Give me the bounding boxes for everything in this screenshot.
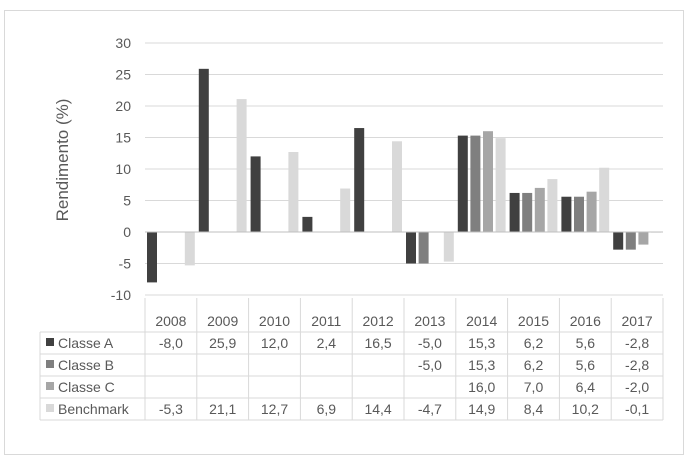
legend-swatch [46, 338, 54, 346]
table-cell-value: 21,1 [209, 401, 236, 417]
bar [418, 232, 429, 264]
data-table: 2008 2009 2010 2011 2012 2013 2014 2015 2016 2017… [39, 298, 664, 421]
table-cell-value: 16,0 [468, 379, 495, 395]
y-tick-label: -10 [111, 287, 131, 303]
table-year-label: 2008 [155, 313, 186, 329]
bar [288, 151, 299, 232]
table-cell-value: 5,6 [576, 357, 596, 373]
bar [561, 196, 572, 232]
table-cell-value: -2,8 [625, 357, 649, 373]
y-tick-label: 5 [123, 193, 131, 209]
gridlines [145, 42, 663, 296]
table-year-label: 2010 [259, 313, 290, 329]
bars [147, 68, 661, 283]
table-cell-value: -4,7 [418, 401, 442, 417]
bar [495, 138, 506, 232]
y-axis-ticks: 30 25 20 15 10 5 0 -5 -10 [111, 35, 131, 303]
y-tick-label: 10 [115, 161, 131, 177]
bar [574, 196, 584, 232]
bar [354, 128, 365, 232]
table-cell-value: 15,3 [468, 357, 495, 373]
table-cell-value: 6,9 [317, 401, 337, 417]
legend-series-name: Classe B [58, 357, 114, 373]
table-year-label: 2016 [570, 313, 601, 329]
table-year-label: 2012 [363, 313, 394, 329]
table-cell-value: -0,1 [625, 401, 649, 417]
table-cell-value: -8,0 [159, 335, 183, 351]
bar [340, 188, 351, 232]
bar [184, 232, 195, 266]
y-tick-label: 0 [123, 224, 131, 240]
table-cell-value: 12,7 [261, 401, 288, 417]
legend-swatch [46, 360, 54, 368]
bar [250, 156, 261, 232]
y-tick-label: 25 [115, 67, 131, 83]
table-cell-value: 6,2 [524, 335, 544, 351]
table-cell-value: 12,0 [261, 335, 288, 351]
table-cell-value: -5,3 [159, 401, 183, 417]
table-cell-value: 14,4 [364, 401, 391, 417]
bar [470, 135, 481, 232]
y-tick-label: 30 [115, 35, 131, 51]
table-cell-value: -2,0 [625, 379, 649, 395]
y-tick-label: 20 [115, 98, 131, 114]
table-cell-value: 10,2 [572, 401, 599, 417]
bar [625, 232, 636, 250]
bar [534, 187, 545, 232]
table-year-label: 2013 [414, 313, 445, 329]
bar [236, 99, 247, 232]
table-cell-value: 2,4 [317, 335, 337, 351]
table-year-label: 2015 [518, 313, 549, 329]
table-year-label: 2014 [466, 313, 497, 329]
y-axis-label: Rendimento (%) [53, 99, 72, 222]
y-tick-label: 15 [115, 130, 131, 146]
table-cell-value: -5,0 [418, 357, 442, 373]
bar [586, 191, 597, 232]
table-year-label: 2011 [311, 313, 341, 329]
table-year-label: 2009 [207, 313, 238, 329]
y-tick-label: -5 [119, 256, 132, 272]
table-cell-value: 5,6 [576, 335, 596, 351]
bar [638, 232, 649, 245]
table-year-label: 2017 [622, 313, 653, 329]
table-cell-value: -2,8 [625, 335, 649, 351]
bar [547, 179, 558, 232]
table-cell-value: 15,3 [468, 335, 495, 351]
legend-series-name: Classe A [58, 335, 114, 351]
bar [147, 232, 157, 283]
table-cell-value: -5,0 [418, 335, 442, 351]
legend-series-name: Classe C [58, 379, 115, 395]
bar [599, 167, 610, 232]
table-cell-value: 8,4 [524, 401, 544, 417]
bar [522, 192, 533, 232]
legend-swatch [46, 382, 54, 390]
bar [406, 232, 416, 264]
bar [483, 131, 493, 232]
table-cell-value: 6,2 [524, 357, 544, 373]
bar [613, 232, 624, 250]
table-cell-value: 16,5 [364, 335, 391, 351]
bar [198, 68, 209, 232]
table-cell-value: 25,9 [209, 335, 236, 351]
bar [392, 141, 402, 232]
legend-swatch [46, 404, 54, 412]
bar [443, 232, 454, 262]
table-cell-value: 6,4 [576, 379, 596, 395]
table-cell-value: 7,0 [524, 379, 544, 395]
bar [509, 192, 520, 232]
bar [457, 135, 468, 232]
legend-series-name: Benchmark [58, 401, 130, 417]
bar [302, 216, 313, 232]
table-cell-value: 14,9 [468, 401, 495, 417]
